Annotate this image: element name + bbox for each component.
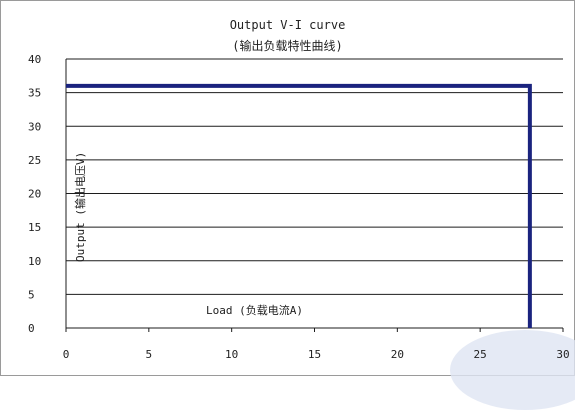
y-tick-label-25: 25 [28, 154, 41, 167]
x-axis-label: Load (负载电流A) [206, 303, 303, 317]
y-tick-label-30: 30 [28, 120, 41, 133]
chart-plot: 0 5 10 15 20 25 30 35 40 0 5 10 15 20 25 30 Load (负载电流A… [28, 53, 570, 361]
y-tick-label-40: 40 [28, 53, 41, 66]
y-tick-label-15: 15 [28, 221, 41, 234]
x-tick-label-10: 10 [225, 348, 238, 361]
chart-title: Output V-I curve [229, 18, 346, 32]
y-tick-label-35: 35 [28, 87, 41, 100]
y-tick-label-0: 0 [28, 322, 35, 335]
y-tick-label-20: 20 [28, 188, 41, 201]
y-tick-label-5: 5 [28, 288, 35, 301]
y-tick-label-10: 10 [28, 255, 41, 268]
chart-subtitle: (输出负载特性曲线) [232, 39, 343, 53]
x-tick-label-15: 15 [308, 348, 321, 361]
x-tick-label-20: 20 [391, 348, 404, 361]
x-tick-label-0: 0 [63, 348, 70, 361]
x-tick-label-30: 30 [556, 348, 569, 361]
x-tick-label-5: 5 [146, 348, 153, 361]
y-axis-label: Output (输出电压V) [73, 152, 87, 262]
chart-frame [0, 0, 575, 376]
series-line-0 [66, 83, 532, 328]
x-tick-label-25: 25 [474, 348, 487, 361]
